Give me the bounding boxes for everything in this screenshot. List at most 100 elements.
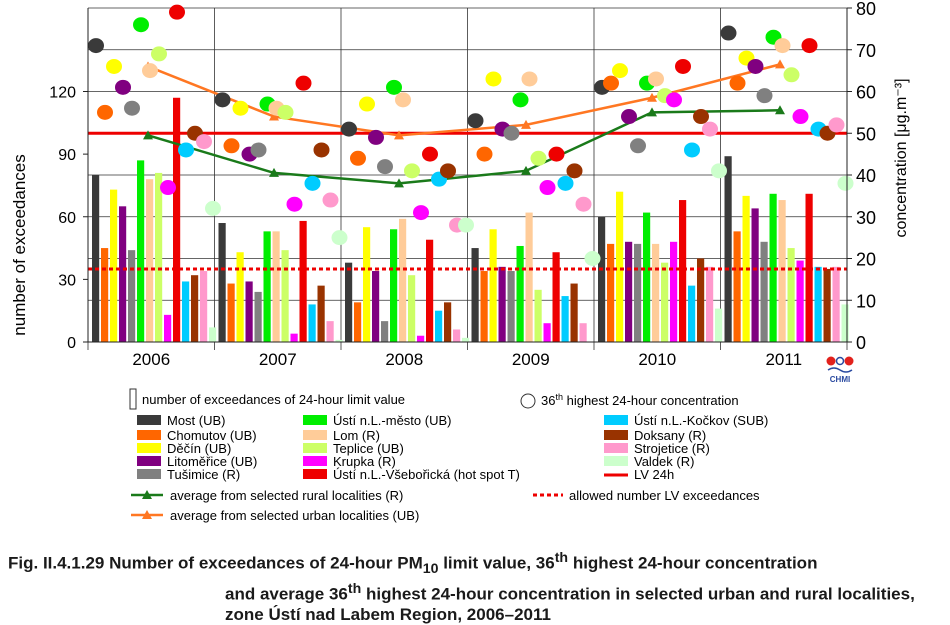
right-tick-label: 30 — [856, 208, 876, 228]
caption-line-2: and average 36th highest 24-hour concent… — [8, 579, 948, 605]
urban-average-line — [147, 63, 781, 137]
line-point — [521, 165, 531, 175]
line-point — [521, 119, 531, 129]
legend-swatch — [303, 443, 327, 453]
left-tick-label: 0 — [67, 335, 76, 352]
bar — [92, 175, 100, 342]
bar — [137, 160, 145, 342]
bar — [326, 321, 334, 342]
line-point — [647, 107, 657, 117]
legend-label: Teplice (UB) — [333, 441, 404, 456]
concentration-marker — [603, 75, 619, 91]
right-tick-label: 0 — [856, 333, 866, 353]
bar — [760, 241, 768, 342]
concentration-marker — [630, 138, 646, 154]
logo-dot — [826, 356, 836, 366]
legend-label: Lom (R) — [333, 428, 380, 443]
bar — [444, 302, 452, 342]
left-tick-label: 30 — [58, 272, 76, 289]
circle-key-swatch — [520, 393, 536, 409]
concentration-marker — [359, 96, 375, 112]
line-point — [394, 178, 404, 188]
bar — [643, 212, 651, 342]
bar — [814, 266, 822, 342]
concentration-marker — [142, 63, 158, 79]
left-tick-label: 120 — [49, 85, 76, 102]
bar — [769, 193, 777, 342]
bar — [173, 97, 181, 342]
concentration-marker — [774, 38, 791, 54]
bar — [516, 245, 524, 342]
right-tick-label: 80 — [856, 0, 876, 19]
concentration-marker — [377, 159, 393, 175]
bar — [399, 218, 407, 342]
legend-swatch — [303, 430, 327, 440]
legend-swatch — [137, 415, 161, 425]
bar — [299, 220, 307, 342]
legend-line-label: average from selected rural localities (… — [170, 488, 403, 503]
concentration-marker — [322, 192, 339, 208]
bar — [697, 258, 705, 342]
bar — [381, 321, 389, 342]
concentration-marker — [422, 146, 438, 162]
concentration-marker — [467, 113, 484, 129]
bar — [155, 172, 163, 342]
concentration-marker — [413, 205, 429, 221]
x-tick-label: 2009 — [512, 350, 550, 369]
bar — [209, 327, 217, 342]
legend-line-marker — [142, 490, 152, 499]
right-tick-label: 20 — [856, 250, 876, 270]
concentration-marker — [512, 92, 529, 108]
caption-line-3: zone Ústí nad Labem Region, 2006–2011 — [225, 604, 551, 624]
concentration-marker — [232, 100, 249, 116]
x-tick-label: 2007 — [259, 350, 297, 369]
bar — [308, 304, 316, 342]
bar — [507, 271, 515, 342]
concentration-marker — [115, 79, 131, 95]
line-point — [269, 111, 279, 121]
bar — [435, 310, 443, 342]
concentration-marker — [566, 163, 583, 179]
bars — [92, 97, 849, 342]
right-tick-label: 40 — [856, 166, 876, 186]
bar — [263, 231, 271, 342]
concentration-marker — [702, 121, 718, 137]
legend-swatch — [137, 456, 161, 466]
legend-allowed-label: allowed number LV exceedances — [569, 488, 760, 503]
concentration-marker — [666, 92, 682, 108]
concentration-marker — [295, 75, 312, 91]
bar — [552, 252, 560, 342]
concentration-marker — [313, 142, 330, 158]
concentration-marker — [133, 17, 149, 33]
legend-swatch — [137, 469, 161, 479]
concentration-marker — [205, 200, 221, 216]
bar — [164, 314, 172, 342]
concentration-marker — [331, 230, 348, 246]
concentration-marker — [648, 71, 664, 87]
concentration-marker — [151, 46, 167, 62]
concentration-marker — [368, 129, 384, 145]
left-axis-label: number of exceedances — [10, 154, 29, 335]
bar — [317, 285, 325, 342]
average-lines — [143, 59, 785, 188]
bar-key-swatch — [129, 388, 137, 410]
legend-label: Ústí n.L.-město (UB) — [333, 413, 451, 428]
legend-swatch — [303, 469, 327, 479]
bar — [110, 189, 118, 342]
concentration-marker — [350, 150, 366, 166]
concentration-marker — [404, 163, 420, 179]
caption-sub: 10 — [422, 561, 439, 578]
bar — [426, 239, 434, 342]
concentration-marker — [837, 175, 854, 191]
bar — [525, 212, 533, 342]
concentration-marker — [286, 196, 303, 212]
concentration-marker — [684, 142, 700, 158]
bar — [101, 248, 109, 342]
bar — [354, 302, 362, 342]
legend-swatch — [137, 443, 161, 453]
bar — [345, 262, 353, 342]
concentration-marker — [584, 251, 601, 266]
bar — [841, 304, 849, 342]
concentration-marker — [277, 104, 294, 120]
caption-sup1: th — [554, 550, 569, 566]
